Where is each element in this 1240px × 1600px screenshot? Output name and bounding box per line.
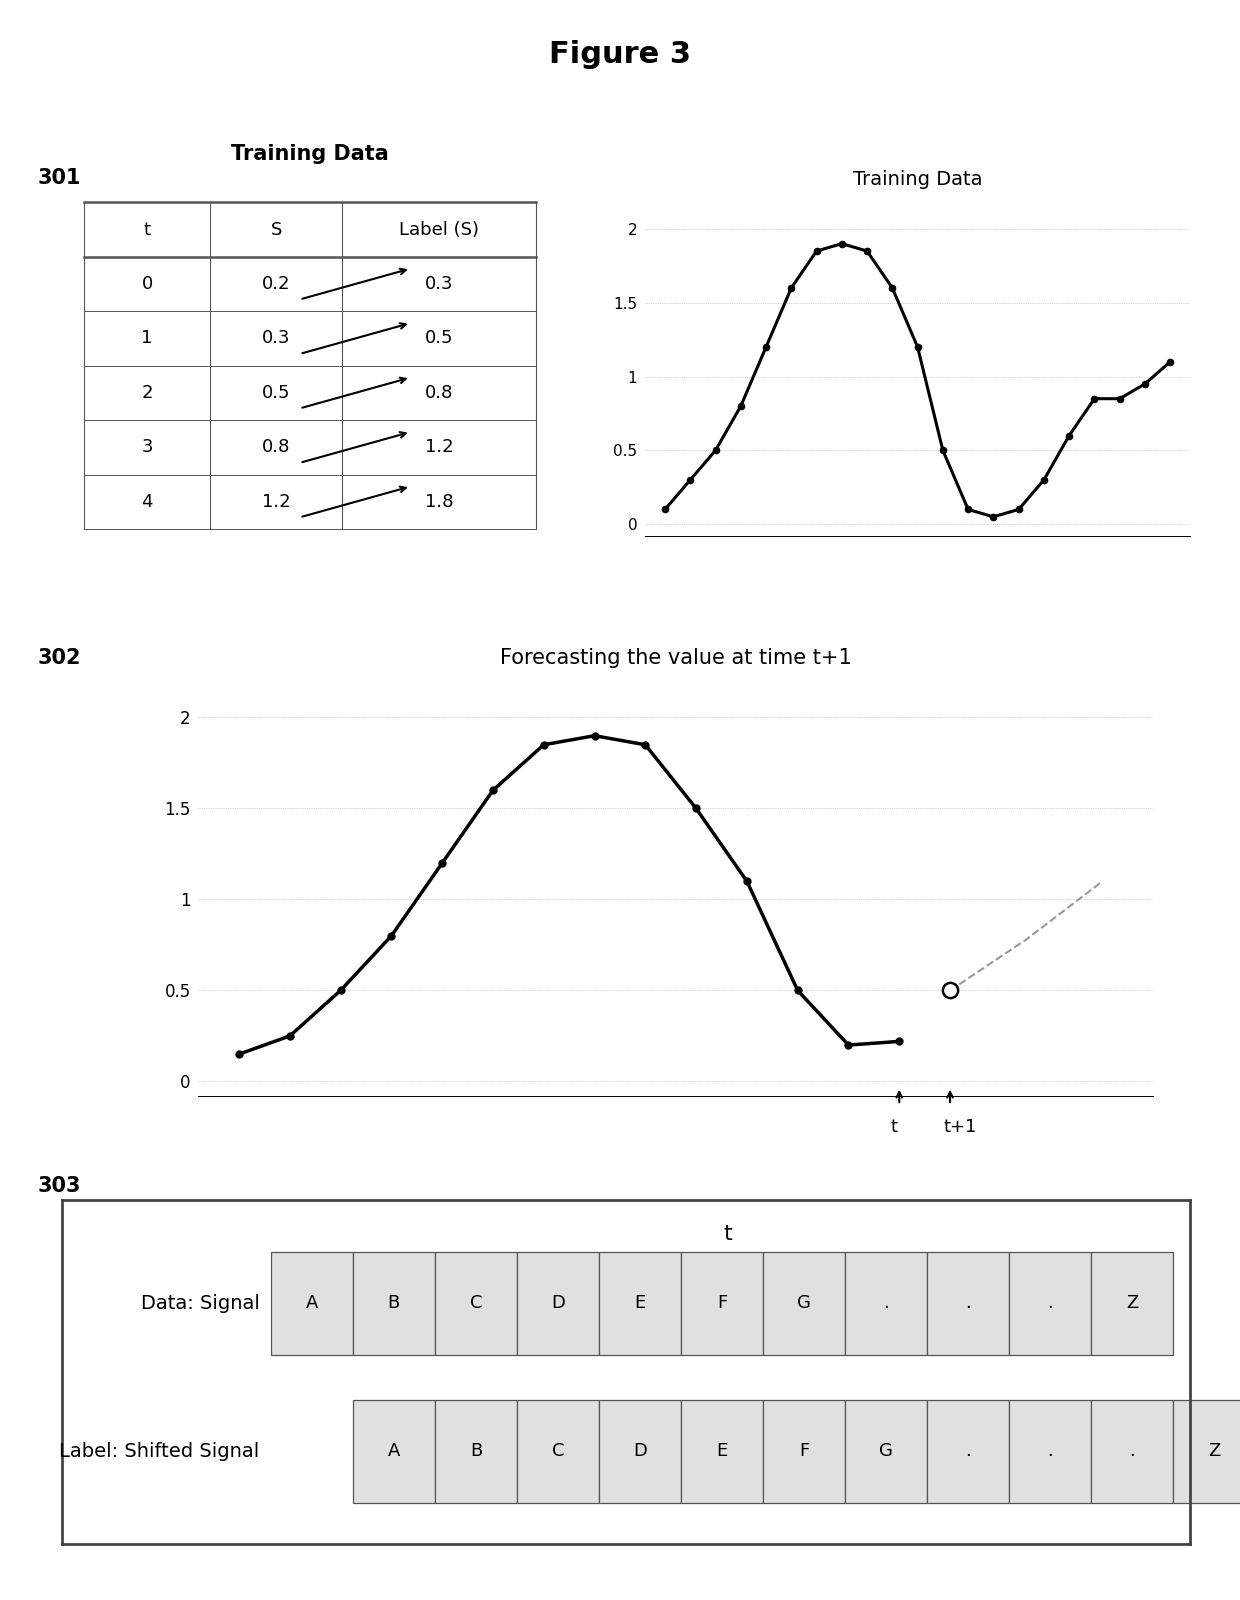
Text: A: A	[305, 1294, 317, 1312]
Text: 4: 4	[141, 493, 153, 510]
Text: Label: Shifted Signal: Label: Shifted Signal	[60, 1442, 259, 1461]
Text: 1: 1	[141, 330, 153, 347]
Text: Data: Signal: Data: Signal	[140, 1294, 259, 1312]
FancyBboxPatch shape	[1091, 1251, 1173, 1355]
Title: Forecasting the value at time t+1: Forecasting the value at time t+1	[500, 648, 852, 667]
Text: Training Data: Training Data	[231, 144, 389, 165]
FancyBboxPatch shape	[928, 1400, 1009, 1502]
FancyBboxPatch shape	[928, 1251, 1009, 1355]
FancyBboxPatch shape	[846, 1251, 928, 1355]
Text: .: .	[883, 1294, 889, 1312]
Text: 1.2: 1.2	[424, 438, 454, 456]
Text: E: E	[717, 1442, 728, 1461]
FancyBboxPatch shape	[599, 1400, 681, 1502]
Text: 0.2: 0.2	[262, 275, 290, 293]
FancyBboxPatch shape	[435, 1251, 517, 1355]
Text: 0.8: 0.8	[425, 384, 453, 402]
FancyBboxPatch shape	[681, 1400, 763, 1502]
Text: C: C	[470, 1294, 482, 1312]
Text: .: .	[1130, 1442, 1136, 1461]
Text: Z: Z	[1209, 1442, 1220, 1461]
FancyBboxPatch shape	[599, 1251, 681, 1355]
Text: D: D	[551, 1294, 565, 1312]
Text: .: .	[1048, 1442, 1053, 1461]
Text: 301: 301	[37, 168, 81, 187]
FancyBboxPatch shape	[763, 1251, 846, 1355]
Text: 1.2: 1.2	[262, 493, 290, 510]
Text: 1.8: 1.8	[424, 493, 453, 510]
Text: Label (S): Label (S)	[399, 221, 479, 238]
Text: .: .	[1048, 1294, 1053, 1312]
FancyBboxPatch shape	[681, 1251, 763, 1355]
Text: A: A	[388, 1442, 401, 1461]
Title: Training Data: Training Data	[853, 170, 982, 189]
FancyBboxPatch shape	[353, 1251, 435, 1355]
Text: t: t	[890, 1118, 898, 1136]
Text: S: S	[270, 221, 281, 238]
Text: B: B	[470, 1442, 482, 1461]
FancyBboxPatch shape	[517, 1251, 599, 1355]
Text: 302: 302	[37, 648, 81, 669]
Text: Z: Z	[1126, 1294, 1138, 1312]
Text: 3: 3	[141, 438, 153, 456]
Text: 0.5: 0.5	[424, 330, 453, 347]
FancyBboxPatch shape	[846, 1400, 928, 1502]
FancyBboxPatch shape	[1173, 1400, 1240, 1502]
Text: C: C	[552, 1442, 564, 1461]
Text: D: D	[634, 1442, 647, 1461]
Text: t: t	[144, 221, 150, 238]
FancyBboxPatch shape	[1091, 1400, 1173, 1502]
Text: 0.8: 0.8	[262, 438, 290, 456]
FancyBboxPatch shape	[517, 1400, 599, 1502]
Text: G: G	[879, 1442, 893, 1461]
Text: E: E	[635, 1294, 646, 1312]
FancyBboxPatch shape	[435, 1400, 517, 1502]
Text: 2: 2	[141, 384, 153, 402]
Text: 0: 0	[141, 275, 153, 293]
FancyBboxPatch shape	[270, 1251, 353, 1355]
Text: 0.5: 0.5	[262, 384, 290, 402]
Text: G: G	[797, 1294, 811, 1312]
Text: .: .	[966, 1442, 971, 1461]
FancyBboxPatch shape	[1009, 1400, 1091, 1502]
Text: t+1: t+1	[944, 1118, 977, 1136]
FancyBboxPatch shape	[353, 1400, 435, 1502]
Text: t: t	[723, 1224, 732, 1245]
Text: .: .	[966, 1294, 971, 1312]
Text: B: B	[388, 1294, 401, 1312]
Text: 303: 303	[37, 1176, 81, 1197]
Text: F: F	[717, 1294, 727, 1312]
Text: Figure 3: Figure 3	[549, 40, 691, 69]
Text: 0.3: 0.3	[424, 275, 453, 293]
FancyBboxPatch shape	[1009, 1251, 1091, 1355]
Text: F: F	[799, 1442, 810, 1461]
Text: 0.3: 0.3	[262, 330, 290, 347]
FancyBboxPatch shape	[763, 1400, 846, 1502]
